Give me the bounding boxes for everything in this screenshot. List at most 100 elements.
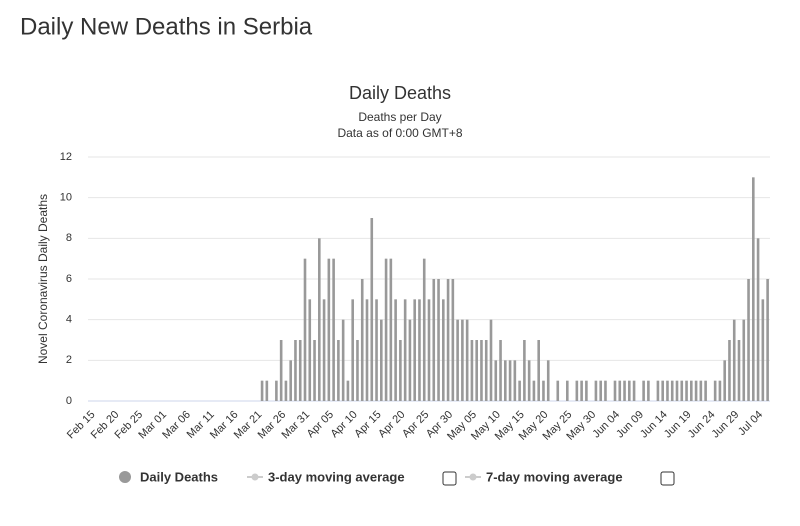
bar bbox=[360, 279, 364, 401]
bar bbox=[380, 319, 383, 401]
bar bbox=[451, 279, 455, 401]
bar bbox=[365, 299, 369, 401]
bar bbox=[384, 258, 388, 401]
bar bbox=[766, 279, 769, 401]
bar bbox=[580, 380, 583, 401]
bar bbox=[408, 319, 412, 401]
bar bbox=[527, 360, 531, 401]
bar bbox=[704, 380, 707, 401]
y-axis-label: Novel Coronavirus Daily Deaths bbox=[36, 194, 50, 364]
bar bbox=[370, 218, 374, 401]
bar bbox=[728, 340, 731, 401]
bar bbox=[332, 258, 335, 401]
bar bbox=[437, 279, 440, 401]
bar bbox=[752, 177, 755, 401]
bar bbox=[546, 360, 550, 401]
legend-label[interactable]: 7-day moving average bbox=[486, 469, 623, 484]
bar bbox=[656, 380, 660, 401]
bar bbox=[403, 299, 407, 401]
bar bbox=[494, 360, 498, 401]
bar bbox=[675, 380, 679, 401]
y-tick-label: 10 bbox=[60, 192, 72, 204]
bar bbox=[542, 380, 545, 401]
y-tick-label: 12 bbox=[60, 151, 72, 163]
bar bbox=[523, 340, 526, 401]
bar bbox=[446, 279, 450, 401]
bar bbox=[275, 380, 278, 401]
bar bbox=[289, 360, 292, 401]
bar bbox=[661, 380, 664, 401]
bar bbox=[470, 340, 474, 401]
x-tick-label: Jun 29 bbox=[710, 409, 742, 441]
bar bbox=[389, 258, 393, 401]
bar bbox=[666, 380, 669, 401]
bar bbox=[489, 319, 493, 401]
bar bbox=[694, 380, 698, 401]
bar bbox=[628, 380, 631, 401]
bar bbox=[670, 380, 674, 401]
bar bbox=[556, 380, 560, 401]
bar bbox=[318, 238, 321, 401]
y-tick-label: 8 bbox=[66, 232, 72, 244]
bar bbox=[732, 319, 736, 401]
bar bbox=[313, 340, 316, 401]
bar bbox=[294, 340, 297, 401]
bar bbox=[604, 380, 607, 401]
legend-checkbox[interactable] bbox=[660, 471, 675, 486]
bar bbox=[599, 380, 602, 401]
bar bbox=[632, 380, 636, 401]
bar bbox=[284, 380, 288, 401]
bar bbox=[647, 380, 650, 401]
legend-checkbox[interactable] bbox=[442, 471, 457, 486]
y-tick-label: 4 bbox=[66, 314, 72, 326]
bar bbox=[747, 279, 750, 401]
bar bbox=[685, 380, 688, 401]
y-tick-label: 0 bbox=[66, 395, 72, 407]
bar bbox=[537, 340, 540, 401]
bar bbox=[484, 340, 488, 401]
bar bbox=[690, 380, 693, 401]
bar bbox=[718, 380, 722, 401]
bar bbox=[418, 299, 421, 401]
legend-label[interactable]: Daily Deaths bbox=[140, 469, 218, 484]
bar bbox=[422, 258, 426, 401]
bar bbox=[465, 319, 469, 401]
bar bbox=[623, 380, 626, 401]
bar bbox=[737, 340, 741, 401]
bar bbox=[327, 258, 331, 401]
bar bbox=[566, 380, 569, 401]
bar bbox=[260, 380, 264, 401]
chart-title: Daily Deaths bbox=[349, 83, 451, 103]
chart-subtitle: Data as of 0:00 GMT+8 bbox=[337, 126, 462, 140]
bar bbox=[427, 299, 431, 401]
chart-subtitle: Deaths per Day bbox=[358, 110, 441, 124]
bar bbox=[680, 380, 684, 401]
bar bbox=[713, 380, 717, 401]
legend-marker bbox=[119, 471, 131, 483]
bar bbox=[723, 360, 726, 401]
bar bbox=[532, 380, 536, 401]
bar bbox=[456, 319, 459, 401]
bar bbox=[356, 340, 359, 401]
bar bbox=[351, 299, 354, 401]
legend-marker bbox=[251, 473, 259, 481]
bar bbox=[461, 319, 464, 401]
bar bbox=[613, 380, 617, 401]
bar bbox=[303, 258, 307, 401]
bar bbox=[399, 340, 402, 401]
legend-label[interactable]: 3-day moving average bbox=[268, 469, 405, 484]
bar bbox=[594, 380, 598, 401]
bar bbox=[508, 360, 512, 401]
bar bbox=[504, 360, 507, 401]
bar bbox=[341, 319, 345, 401]
bar bbox=[375, 299, 378, 401]
bar bbox=[322, 299, 326, 401]
bar bbox=[642, 380, 645, 401]
bar bbox=[480, 340, 483, 401]
bar bbox=[413, 299, 416, 401]
bar bbox=[756, 238, 760, 401]
legend-marker bbox=[469, 473, 477, 481]
x-tick-label: Jul 04 bbox=[736, 409, 765, 438]
bar bbox=[499, 340, 502, 401]
